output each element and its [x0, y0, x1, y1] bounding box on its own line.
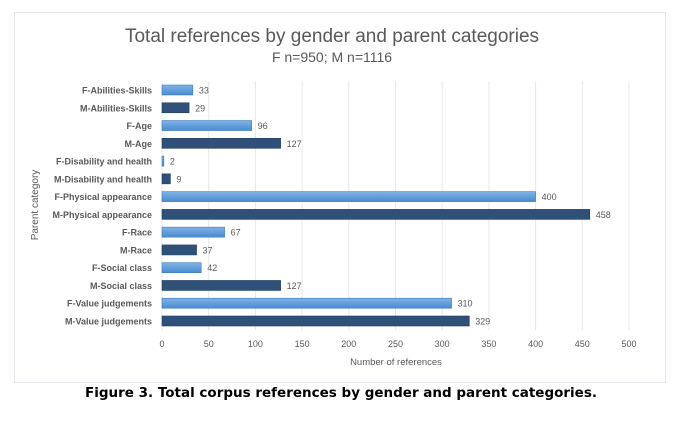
x-tick-label: 400	[528, 339, 543, 349]
data-label: 33	[199, 86, 209, 96]
y-tick-label: F-Value judgements	[67, 299, 152, 309]
bar	[161, 102, 190, 114]
bar	[161, 262, 202, 273]
bar	[161, 173, 171, 185]
y-tick-label: M-Abilities-Skills	[80, 103, 152, 113]
bar	[161, 209, 591, 220]
y-tick-label: M-Disability and health	[54, 174, 152, 184]
chart-frame	[14, 12, 666, 383]
y-tick-label: F-Race	[122, 228, 152, 238]
x-tick-label: 100	[248, 339, 263, 349]
data-label: 67	[231, 228, 241, 238]
bar	[161, 120, 252, 131]
data-label: 9	[176, 174, 181, 184]
y-tick-label: F-Social class	[92, 263, 152, 273]
bar	[161, 315, 470, 327]
bar	[161, 297, 452, 309]
bar	[161, 244, 197, 256]
data-label: 310	[458, 299, 473, 309]
data-label: 329	[475, 317, 490, 327]
data-label: 96	[258, 121, 268, 131]
data-label: 2	[170, 157, 175, 167]
bar	[161, 191, 536, 202]
x-tick-label: 50	[204, 339, 214, 349]
data-label: 127	[287, 139, 302, 149]
data-label: 42	[207, 263, 217, 273]
y-tick-label: F-Age	[127, 121, 153, 131]
x-axis-label: Number of references	[350, 357, 442, 368]
chart-subtitle: F n=950; M n=1116	[272, 49, 392, 65]
y-tick-label: F-Disability and health	[56, 157, 152, 167]
x-tick-label: 350	[481, 339, 496, 349]
y-tick-label: F-Physical appearance	[54, 192, 152, 202]
data-label: 127	[287, 281, 302, 291]
x-tick-label: 200	[341, 339, 356, 349]
y-axis-label: Parent category	[30, 170, 41, 241]
y-tick-label: F-Abilities-Skills	[82, 86, 152, 96]
data-label: 400	[542, 192, 557, 202]
x-tick-label: 300	[435, 339, 450, 349]
figure-caption: Figure 3. Total corpus references by gen…	[84, 385, 598, 401]
y-tick-label: M-Age	[125, 139, 153, 149]
x-tick-label: 0	[159, 339, 164, 349]
x-tick-label: 450	[575, 339, 590, 349]
bar	[161, 226, 225, 238]
y-tick-label: M-Race	[120, 245, 152, 255]
bar	[161, 155, 165, 167]
x-tick-label: 250	[388, 339, 403, 349]
data-label: 29	[195, 103, 205, 113]
x-tick-label: 500	[621, 339, 636, 349]
bar	[161, 84, 194, 96]
y-tick-label: M-Value judgements	[65, 317, 152, 327]
chart-title: Total references by gender and parent ca…	[125, 26, 539, 47]
bar	[161, 280, 281, 291]
y-tick-label: M-Social class	[90, 281, 152, 291]
bar	[161, 138, 281, 149]
data-label: 458	[596, 210, 611, 220]
y-tick-label: M-Physical appearance	[52, 210, 152, 220]
x-tick-label: 150	[295, 339, 310, 349]
data-label: 37	[203, 245, 213, 255]
